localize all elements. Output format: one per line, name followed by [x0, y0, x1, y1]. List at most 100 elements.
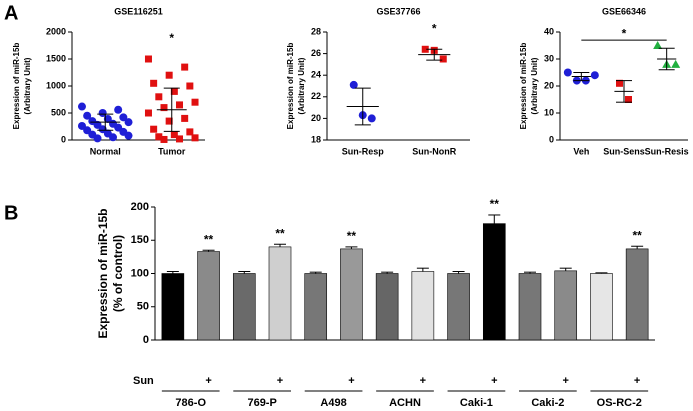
y-tick-label: 0	[143, 334, 149, 346]
y-tick-label: 50	[137, 301, 149, 313]
significance: *	[622, 26, 627, 40]
sun-mark: +	[634, 375, 640, 387]
significance: *	[169, 31, 174, 45]
data-point	[150, 79, 158, 87]
data-point	[93, 134, 102, 143]
data-point	[144, 109, 152, 117]
x-tick-label: Sun-Sens	[603, 146, 645, 156]
bar	[625, 248, 649, 341]
chart-title: GSE66346	[602, 6, 646, 16]
group-label: ACHN	[389, 397, 421, 409]
data-point	[150, 125, 158, 133]
data-point	[114, 105, 123, 114]
data-point	[616, 79, 623, 87]
data-point	[191, 134, 199, 142]
x-tick-label: Sun-Resis	[645, 146, 689, 156]
data-point	[165, 117, 173, 125]
data-point	[191, 98, 199, 106]
group-label: Caki-1	[460, 397, 493, 409]
data-point	[625, 96, 632, 103]
significance: **	[632, 228, 642, 242]
data-point	[421, 45, 429, 53]
x-tick-label: Sun-Resp	[342, 146, 385, 156]
significance: **	[347, 229, 357, 243]
bar	[554, 270, 578, 341]
y-axis-label: (Arbitrary Unit)	[23, 57, 32, 114]
data-point	[176, 101, 184, 109]
y-axis-label: Expression of miR-15b	[96, 208, 110, 338]
data-point	[155, 93, 163, 101]
y-tick-label: 0	[549, 134, 554, 144]
significance: *	[432, 21, 437, 35]
bar	[304, 273, 328, 341]
significance: **	[275, 226, 285, 240]
y-tick-label: 100	[131, 267, 149, 279]
data-point	[439, 55, 447, 63]
sun-mark: +	[277, 375, 283, 387]
data-point	[144, 55, 152, 63]
data-point	[155, 133, 163, 141]
y-axis-label: (% of control)	[111, 235, 125, 312]
sun-mark: +	[420, 375, 426, 387]
y-tick-label: 150	[131, 234, 149, 246]
data-point	[160, 135, 168, 143]
data-point	[181, 63, 189, 71]
y-axis-label: Expression of miR-15b	[286, 43, 295, 130]
data-point	[186, 82, 194, 90]
bar	[482, 223, 506, 341]
bar	[340, 248, 363, 341]
y-tick-label: 20	[311, 113, 321, 123]
chart-title: GSE116251	[114, 6, 163, 16]
y-tick-label: 24	[311, 70, 321, 80]
bar	[411, 271, 435, 341]
y-tick-label: 30	[544, 53, 554, 63]
y-axis-label: (Arbitrary Unit)	[530, 57, 539, 114]
data-point	[165, 71, 173, 79]
x-tick-label: Sun-NonR	[412, 146, 456, 156]
data-point	[83, 111, 92, 120]
y-tick-label: 200	[131, 201, 149, 213]
data-point	[590, 71, 599, 80]
data-point	[563, 68, 572, 77]
sun-mark: +	[562, 375, 568, 387]
y-axis-label: (Arbitrary Unit)	[297, 57, 306, 114]
bar	[447, 273, 470, 341]
data-point	[103, 114, 112, 123]
x-tick-label: Tumor	[158, 146, 186, 156]
data-point	[671, 59, 681, 68]
group-label: 769-P	[247, 397, 276, 409]
y-tick-label: 28	[311, 26, 321, 36]
x-tick-label: Normal	[90, 146, 121, 156]
y-tick-label: 1500	[46, 53, 66, 63]
bar	[375, 273, 399, 341]
data-point	[124, 131, 133, 140]
data-point	[367, 114, 376, 123]
group-label: 786-O	[175, 397, 206, 409]
sun-mark: +	[348, 375, 354, 387]
y-tick-label: 26	[311, 48, 321, 58]
y-tick-label: 2000	[46, 26, 66, 36]
y-tick-label: 22	[311, 91, 321, 101]
y-tick-label: 40	[544, 26, 554, 36]
y-tick-label: 0	[61, 134, 66, 144]
y-tick-label: 10	[544, 107, 554, 117]
data-point	[176, 135, 184, 143]
bar	[518, 273, 542, 341]
sun-mark: +	[205, 375, 211, 387]
sun-mark: +	[491, 375, 497, 387]
x-tick-label: Veh	[573, 146, 589, 156]
y-tick-label: 18	[311, 134, 321, 144]
group-label: A498	[320, 397, 346, 409]
group-label: Caki-2	[531, 397, 564, 409]
significance: **	[204, 232, 214, 246]
significance: **	[490, 197, 500, 211]
bar	[268, 246, 292, 341]
sun-label: Sun	[133, 375, 154, 387]
y-axis-label: Expression of miR-15b	[12, 43, 21, 130]
data-point	[119, 113, 128, 122]
chart-title: GSE37766	[376, 6, 420, 16]
data-point	[77, 102, 86, 111]
data-point	[109, 133, 118, 142]
data-point	[160, 104, 168, 112]
